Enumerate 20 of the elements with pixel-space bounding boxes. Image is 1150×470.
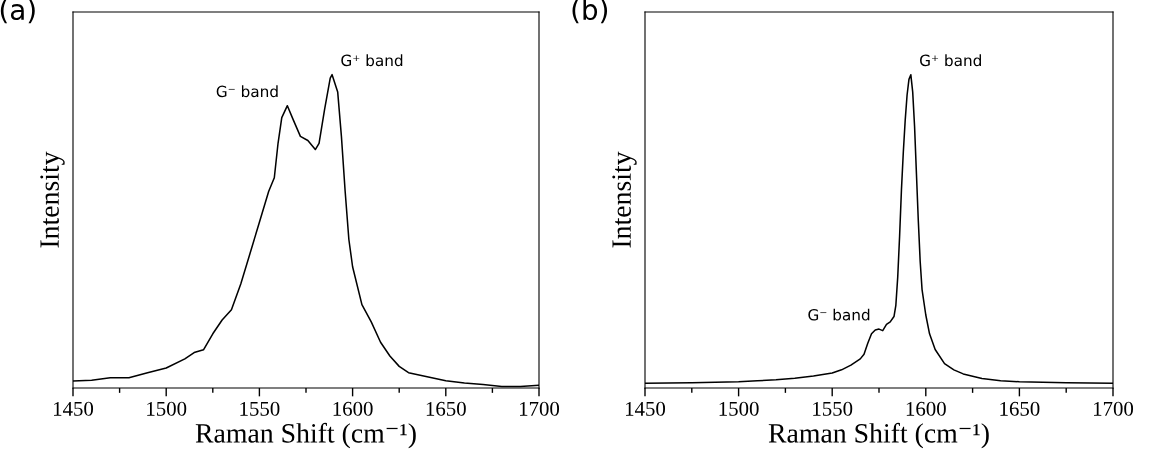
annotation: G⁺ band: [920, 54, 981, 67]
annotation: G⁻ band: [216, 85, 278, 98]
x-tick-label: 1700: [1094, 401, 1134, 416]
annotation: G⁻ band: [808, 308, 870, 321]
x-axis-title: Raman Shift (cm⁻¹): [195, 422, 416, 449]
x-tick-label: 1500: [719, 401, 759, 416]
x-tick-label: 1550: [813, 401, 853, 416]
x-tick-label: 1450: [626, 401, 666, 416]
y-axis-title: Intensity: [40, 151, 65, 248]
x-tick-label: 1650: [426, 401, 466, 416]
x-axis-title: Raman Shift (cm⁻¹): [768, 422, 989, 449]
x-tick-label: 1650: [1000, 401, 1040, 416]
y-axis-title: Intensity: [612, 151, 637, 248]
x-tick-label: 1550: [240, 401, 280, 416]
x-tick-label: 1600: [333, 401, 373, 416]
x-tick-label: 1450: [54, 401, 94, 416]
annotation: G⁺ band: [341, 54, 403, 67]
x-tick-label: 1500: [147, 401, 187, 416]
x-tick-label: 1700: [520, 401, 560, 416]
x-tick-label: 1600: [906, 401, 946, 416]
